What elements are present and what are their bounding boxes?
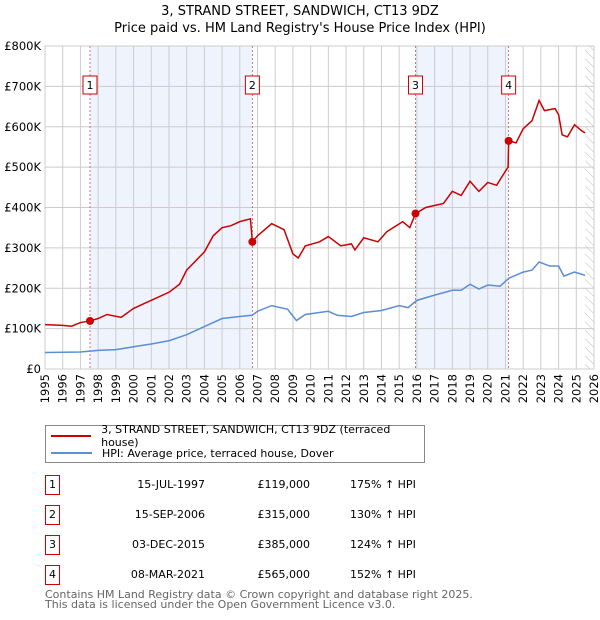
y-tick-label: £500K [4,160,41,174]
legend-label: HPI: Average price, terraced house, Dove… [102,446,334,460]
x-tick-label: 1995 [38,374,52,403]
sale-number-badge: 2 [45,505,60,525]
sale-point [411,209,420,218]
sale-point [504,136,513,145]
x-tick-label: 2018 [445,374,459,403]
x-tick-label: 2016 [410,374,424,403]
x-tick-label: 1998 [91,374,105,403]
sale-marker-box [407,75,423,95]
y-tick-label: £600K [4,120,41,134]
x-tick-label: 2020 [481,374,495,403]
y-tick-label: £300K [4,241,41,255]
x-tick-label: 2011 [321,374,335,403]
sale-price: £119,000 [257,478,311,491]
x-tick-label: 1997 [73,374,87,403]
x-tick-label: 2019 [463,374,477,403]
y-tick-label: £100K [4,322,41,336]
y-tick-label: £200K [4,281,41,295]
x-tick-label: 2001 [144,374,158,403]
sale-hpi-change: 175% ↑ HPI [350,478,416,491]
x-tick-label: 2008 [268,374,282,403]
property-price-line [44,98,586,327]
sale-date: 15-JUL-1997 [137,478,205,491]
sale-hpi-change: 130% ↑ HPI [350,508,416,521]
sale-row: 1 15-JUL-1997 £119,000 175% ↑ HPI [45,475,465,495]
x-tick-label: 2022 [516,374,530,403]
legend-swatch-blue [51,452,92,454]
x-tick-label: 2006 [233,374,247,403]
hpi-line [44,261,586,354]
sale-point [85,316,94,325]
sale-hpi-change: 152% ↑ HPI [350,568,416,581]
x-tick-label: 2007 [251,374,265,403]
sale-price: £565,000 [257,568,311,581]
footer-licence: This data is licensed under the Open Gov… [45,598,396,611]
sale-number-badge: 4 [45,565,60,585]
legend: 3, STRAND STREET, SANDWICH, CT13 9DZ (te… [45,423,425,463]
sale-marker-number: 2 [249,79,256,92]
legend-item-hpi: HPI: Average price, terraced house, Dove… [46,445,334,461]
sale-marker-box [244,75,260,95]
sale-marker-number: 1 [86,79,93,92]
sale-row: 2 15-SEP-2006 £315,000 130% ↑ HPI [45,505,465,525]
x-tick-label: 2015 [392,374,406,403]
x-tick-label: 2014 [374,374,388,403]
y-tick-label: £800K [4,39,41,53]
legend-item-property: 3, STRAND STREET, SANDWICH, CT13 9DZ (te… [46,423,424,449]
y-tick-label: £0 [26,362,41,376]
plot-border [44,45,595,370]
footer: Contains HM Land Registry data © Crown c… [45,588,473,611]
y-tick-label: £400K [4,201,41,215]
x-tick-label: 2000 [127,374,141,403]
sale-price: £385,000 [257,538,311,551]
sale-number-badge: 1 [45,475,60,495]
sale-date: 15-SEP-2006 [134,508,205,521]
sale-marker-number: 4 [505,79,512,92]
x-tick-label: 1999 [109,374,123,403]
x-tick-label: 2010 [304,374,318,403]
legend-swatch-red [51,435,92,437]
legend-label: 3, STRAND STREET, SANDWICH, CT13 9DZ (te… [101,423,391,449]
sale-row: 4 08-MAR-2021 £565,000 152% ↑ HPI [45,565,465,585]
x-tick-label: 2004 [197,374,211,403]
sale-date: 08-MAR-2021 [130,568,205,581]
x-tick-label: 2003 [180,374,194,403]
chart-title: 3, STRAND STREET, SANDWICH, CT13 9DZ [161,4,439,19]
x-tick-label: 2009 [286,374,300,403]
x-tick-label: 2005 [215,374,229,403]
sale-marker-box [82,75,98,95]
x-tick-label: 2012 [339,374,353,403]
sale-marker-number: 3 [412,79,419,92]
sale-number-badge: 3 [45,535,60,555]
sale-hpi-change: 124% ↑ HPI [350,538,416,551]
sale-row: 3 03-DEC-2015 £385,000 124% ↑ HPI [45,535,465,555]
x-tick-label: 2017 [428,374,442,403]
chart-subtitle: Price paid vs. HM Land Registry's House … [114,21,486,36]
sale-marker-box [501,75,517,95]
x-tick-label: 2023 [534,374,548,403]
sale-date: 03-DEC-2015 [131,538,205,551]
x-tick-label: 2026 [587,374,600,403]
chart-plot: 1995 1996 1997 1998 1999 2000 2001 2002 2003 2004… [4,39,600,403]
x-tick-label: 1996 [56,374,70,403]
footer-copyright: Contains HM Land Registry data © Crown c… [45,588,473,601]
x-tick-label: 2024 [552,374,566,403]
sale-point [248,237,257,246]
x-tick-label: 2002 [162,374,176,403]
sale-price: £315,000 [257,508,311,521]
x-tick-label: 2025 [569,374,583,403]
x-tick-label: 2013 [357,374,371,403]
y-tick-label: £700K [4,79,41,93]
x-tick-label: 2021 [498,374,512,403]
